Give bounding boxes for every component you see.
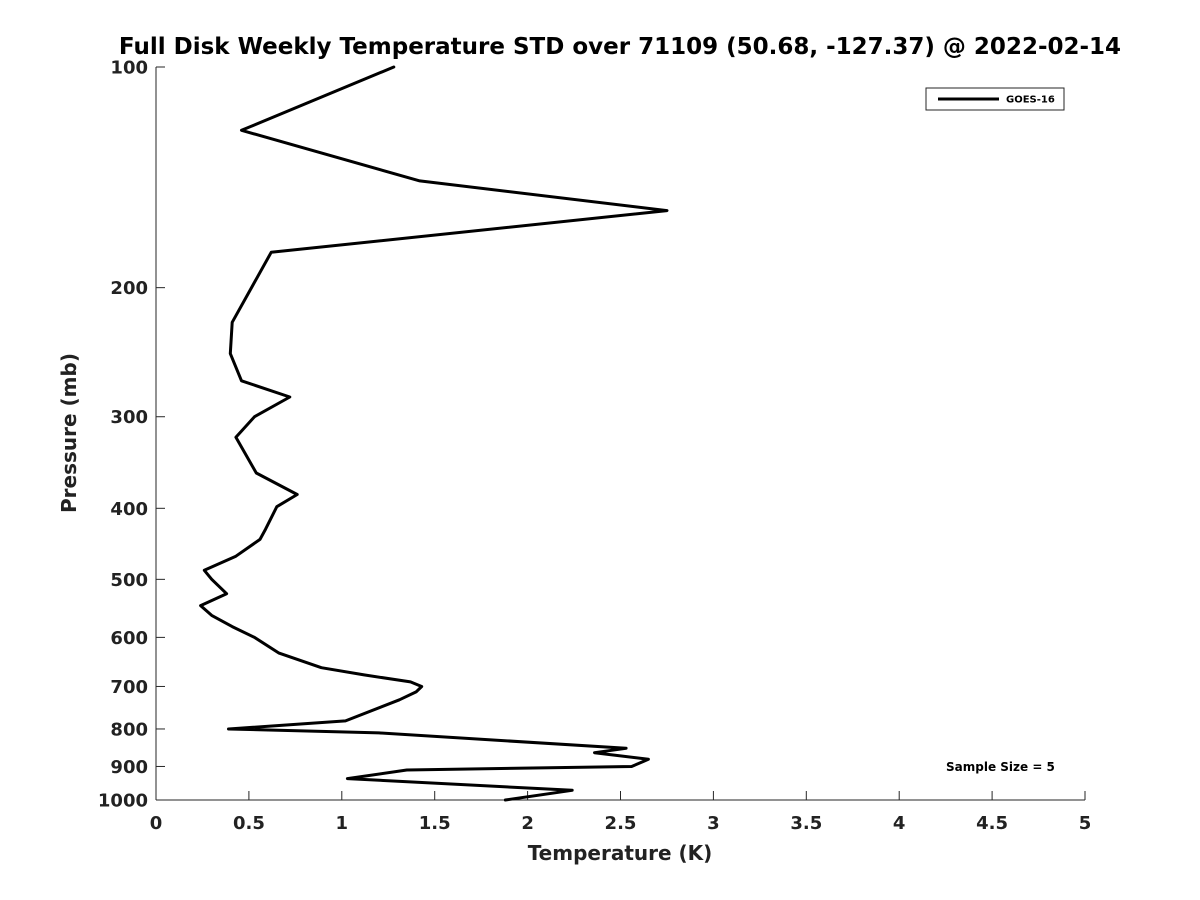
y-tick-label: 700 (110, 677, 148, 698)
legend: GOES-16 (925, 87, 1065, 111)
x-tick-label: 1 (336, 813, 349, 834)
x-tick-label: 5 (1079, 813, 1092, 834)
y-axis-label: Pressure (mb) (57, 353, 81, 513)
x-tick-label: 1.5 (419, 813, 451, 834)
x-tick-label: 3 (707, 813, 720, 834)
y-tick-label: 300 (110, 407, 148, 428)
x-tick-label: 2.5 (605, 813, 637, 834)
y-tick-label: 800 (110, 719, 148, 740)
x-tick-label: 4 (893, 813, 906, 834)
sample-size-annotation: Sample Size = 5 (946, 760, 1055, 774)
y-tick-label: 600 (110, 628, 148, 649)
x-tick-label: 3.5 (790, 813, 822, 834)
x-tick-label: 2 (521, 813, 534, 834)
series-line-goes-16 (199, 65, 669, 802)
x-tick-label: 4.5 (976, 813, 1008, 834)
y-tick-label: 400 (110, 499, 148, 520)
x-tick-label: 0 (150, 813, 163, 834)
series-layer (199, 65, 669, 802)
legend-entry-goes-16: GOES-16 (1006, 95, 1055, 106)
y-tick-label: 100 (110, 58, 148, 79)
y-axis-ticks: 100 200 300 400 500 600 700 800 900 1000 (98, 58, 165, 812)
x-axis-label: Temperature (K) (528, 841, 713, 865)
y-tick-label: 500 (110, 570, 148, 591)
chart-title: Full Disk Weekly Temperature STD over 71… (119, 34, 1121, 60)
y-tick-label: 1000 (98, 791, 148, 812)
y-tick-label: 200 (110, 278, 148, 299)
x-axis-ticks: 0 0.5 1 1.5 2 2.5 3 3.5 4 4.5 5 (150, 791, 1092, 834)
plot-area (155, 67, 1085, 801)
y-tick-label: 900 (110, 757, 148, 778)
x-tick-label: 0.5 (233, 813, 265, 834)
